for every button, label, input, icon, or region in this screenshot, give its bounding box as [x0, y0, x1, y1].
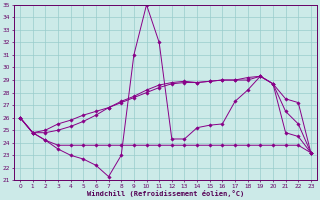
X-axis label: Windchill (Refroidissement éolien,°C): Windchill (Refroidissement éolien,°C): [87, 190, 244, 197]
